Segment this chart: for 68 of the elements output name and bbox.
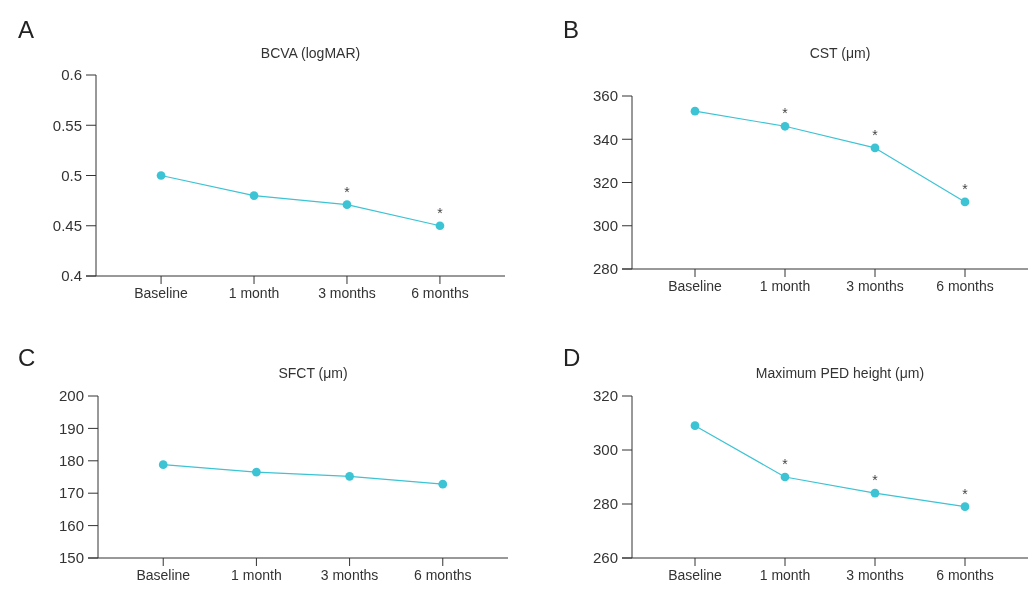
- y-tick-label: 0.55: [52, 116, 82, 134]
- point: [960, 197, 970, 207]
- point: [249, 191, 259, 200]
- y-tick-label: 170: [58, 484, 84, 502]
- y-tick-label: 300: [592, 441, 618, 459]
- x-tick-label: Baseline: [136, 567, 191, 583]
- x-tick-label: 6 months: [936, 567, 994, 583]
- annotation: *: [782, 105, 789, 122]
- chart-title: SFCT (μm): [278, 365, 348, 381]
- chart-title: Maximum PED height (μm): [755, 365, 925, 381]
- point: [780, 121, 790, 131]
- y-tick-label: 280: [592, 495, 618, 513]
- annotation: *: [962, 485, 969, 502]
- point: [342, 200, 352, 210]
- x-tick-label: 3 months: [846, 278, 904, 294]
- y-tick-label: 260: [592, 549, 618, 567]
- point: [690, 106, 700, 116]
- point: [870, 488, 880, 498]
- y-tick-label: 200: [58, 387, 84, 405]
- x-tick-label: Baseline: [668, 567, 723, 583]
- chart-title: BCVA (logMAR): [260, 45, 361, 61]
- point: [156, 171, 166, 180]
- x-tick-label: 3 months: [846, 567, 904, 583]
- point: [438, 479, 448, 489]
- point: [780, 472, 790, 482]
- point: [158, 460, 168, 470]
- text: A: [18, 16, 35, 43]
- y-tick-label: 150: [58, 549, 84, 567]
- x-tick-label: 3 months: [318, 285, 376, 301]
- y-tick-label: 160: [58, 516, 84, 534]
- x-tick-label: 1 month: [759, 278, 811, 294]
- y-tick-label: 280: [592, 260, 618, 278]
- x-tick-label: 3 months: [320, 567, 379, 583]
- y-tick-label: 340: [592, 130, 618, 148]
- annotation: *: [872, 126, 879, 143]
- text: B: [563, 16, 580, 43]
- point: [960, 502, 970, 512]
- point: [252, 467, 261, 477]
- y-tick-label: 320: [592, 387, 618, 405]
- annotation: *: [344, 183, 351, 200]
- y-tick-label: 320: [592, 173, 618, 191]
- x-tick-label: 6 months: [413, 567, 472, 583]
- y-tick-label: 360: [592, 87, 618, 105]
- annotation: *: [437, 204, 444, 221]
- point: [435, 221, 445, 231]
- y-tick-label: 0.45: [52, 217, 82, 234]
- x-tick-label: 1 month: [231, 567, 282, 583]
- x-tick-label: 6 months: [411, 285, 469, 301]
- chart-title: CST (μm): [809, 45, 871, 61]
- x-tick-label: 6 months: [936, 278, 994, 294]
- text: C: [18, 344, 36, 371]
- x-tick-label: 1 month: [759, 567, 811, 583]
- point: [690, 421, 700, 431]
- annotation: *: [962, 180, 969, 197]
- y-tick-label: 0.5: [61, 166, 82, 184]
- point: [345, 471, 354, 481]
- annotation: *: [872, 472, 879, 489]
- y-tick-label: 190: [58, 419, 84, 437]
- y-tick-label: 0.6: [61, 66, 82, 84]
- point: [870, 143, 880, 153]
- y-tick-label: 0.4: [61, 267, 82, 285]
- x-tick-label: Baseline: [134, 285, 189, 301]
- text: D: [563, 344, 581, 371]
- y-tick-label: 180: [58, 452, 84, 470]
- x-tick-label: 1 month: [228, 285, 280, 301]
- annotation: *: [782, 456, 789, 472]
- y-tick-label: 300: [592, 217, 618, 234]
- x-tick-label: Baseline: [668, 278, 723, 294]
